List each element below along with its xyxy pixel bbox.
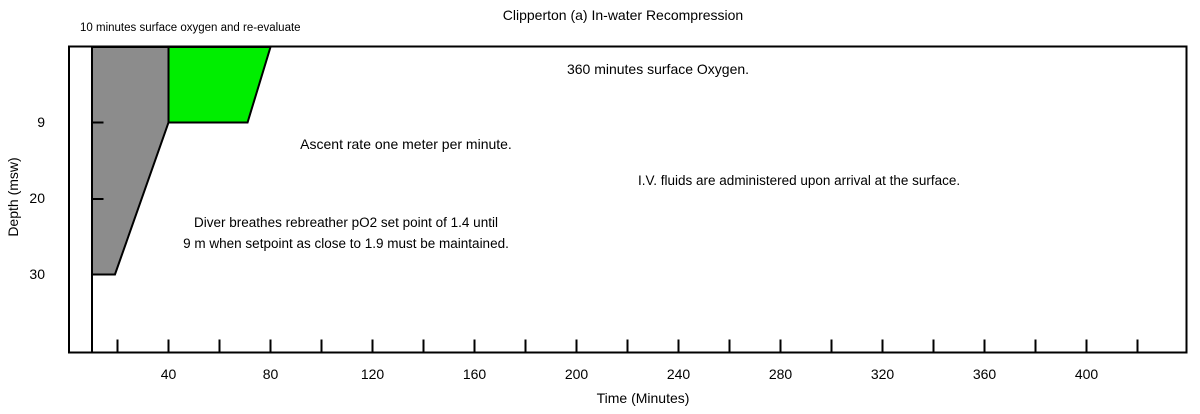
x-axis-title: Time (Minutes) bbox=[596, 390, 690, 406]
annotation-iv-fluids: I.V. fluids are administered upon arriva… bbox=[638, 173, 961, 188]
y-axis-title: Depth (msw) bbox=[5, 157, 21, 237]
annotation-rebreather-line2: 9 m when setpoint as close to 1.9 must b… bbox=[183, 236, 509, 251]
annotation-pre-surface-oxygen: 10 minutes surface oxygen and re-evaluat… bbox=[80, 22, 301, 34]
annotation-ascent-rate: Ascent rate one meter per minute. bbox=[300, 136, 512, 152]
annotation-rebreather-line1: Diver breathes rebreather pO2 set point … bbox=[194, 215, 498, 230]
chart-title: Clipperton (a) In-water Recompression bbox=[502, 7, 744, 23]
green-phase-area bbox=[167, 46, 272, 124]
gray-phase-area bbox=[91, 46, 170, 276]
annotation-post-surface-oxygen: 360 minutes surface Oxygen. bbox=[566, 61, 750, 77]
annotation-rebreather-setpoint: Diver breathes rebreather pO2 set point … bbox=[183, 212, 509, 254]
